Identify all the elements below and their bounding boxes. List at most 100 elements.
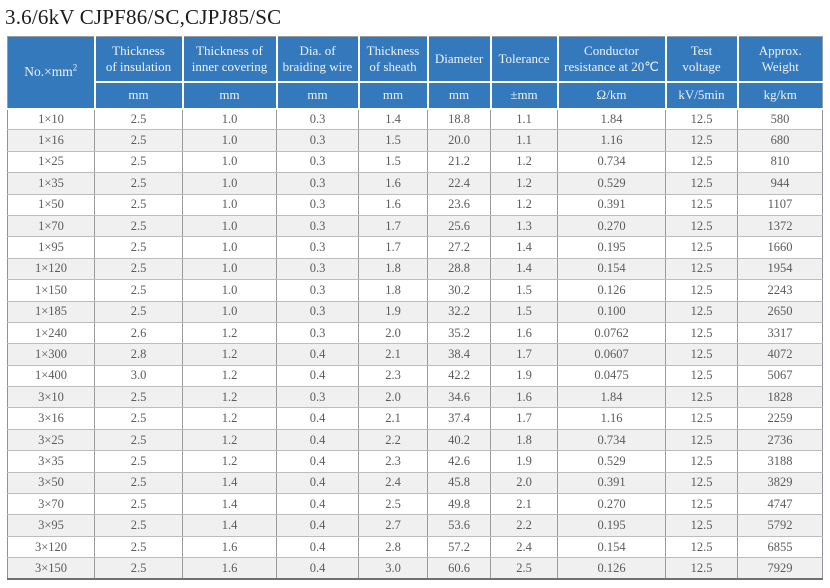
col-header-diameter: Diameter	[426, 36, 492, 83]
cell-diameter: 28.8	[427, 257, 491, 281]
cell-braiding: 0.3	[276, 257, 359, 281]
cell-size: 3×35	[7, 450, 95, 473]
cell-insulation: 2.5	[94, 300, 183, 323]
unit-insulation: mm	[93, 80, 184, 110]
cell-insulation: 2.5	[94, 257, 183, 281]
cell-braiding: 0.4	[276, 407, 359, 430]
cell-braiding: 0.4	[276, 343, 359, 366]
header-label-row: No.×mm2 Thickness of insulation Thicknes…	[7, 36, 823, 110]
cell-sheath: 2.0	[358, 321, 428, 345]
col-header-sheath: Thickness of sheath	[357, 36, 429, 83]
cell-sheath: 1.6	[358, 193, 428, 216]
cell-voltage: 12.5	[665, 150, 738, 174]
cell-tolerance: 1.2	[490, 193, 558, 216]
cell-braiding: 0.3	[276, 193, 359, 216]
cell-tolerance: 1.7	[490, 407, 558, 430]
cell-voltage: 12.5	[665, 343, 738, 366]
cell-insulation: 2.5	[94, 514, 183, 537]
cell-inner: 1.0	[182, 236, 277, 259]
cell-size: 3×10	[7, 386, 95, 409]
cell-insulation: 2.5	[94, 172, 183, 195]
cell-inner: 1.0	[182, 129, 277, 152]
cell-sheath: 2.1	[358, 343, 428, 366]
cell-tolerance: 1.5	[490, 279, 558, 302]
cell-inner: 1.0	[182, 150, 277, 174]
cell-resistance: 0.126	[557, 557, 666, 580]
cell-sheath: 2.3	[358, 364, 428, 388]
unit-sheath: mm	[357, 80, 429, 110]
cell-size: 3×16	[7, 407, 95, 430]
cell-size: 1×185	[7, 300, 95, 323]
size-superscript: 2	[72, 62, 78, 73]
cell-diameter: 38.4	[427, 343, 491, 366]
cell-resistance: 0.529	[557, 172, 666, 195]
size-label: No.×mm	[24, 64, 73, 80]
cell-tolerance: 1.6	[490, 321, 558, 345]
cell-tolerance: 1.7	[490, 343, 558, 366]
col-header-inner-covering: Thickness of inner covering	[181, 36, 278, 83]
cable-spec-table: No.×mm2 Thickness of insulation Thicknes…	[7, 36, 823, 581]
cell-sheath: 2.0	[358, 386, 428, 409]
table-row: 3×25 2.5 1.2 0.4 2.2 40.2 1.8 0.734 12.5 2736	[7, 428, 823, 452]
cell-insulation: 2.5	[94, 535, 183, 559]
cell-weight: 680	[737, 129, 823, 152]
cell-weight: 7929	[737, 557, 823, 580]
cell-inner: 1.0	[182, 279, 277, 302]
cell-resistance: 0.734	[557, 428, 666, 452]
table-row: 3×10 2.5 1.2 0.3 2.0 34.6 1.6 1.84 12.5 1828	[7, 386, 823, 409]
table-row: 3×120 2.5 1.6 0.4 2.8 57.2 2.4 0.154 12.5 6855	[7, 535, 823, 559]
cell-voltage: 12.5	[665, 535, 738, 559]
cell-weight: 1828	[737, 386, 823, 409]
cell-weight: 580	[737, 107, 823, 131]
cell-voltage: 12.5	[665, 493, 738, 516]
table-row: 1×95 2.5 1.0 0.3 1.7 27.2 1.4 0.195 12.5 1660	[7, 236, 823, 259]
cell-inner: 1.0	[182, 300, 277, 323]
unit-braiding-wire: mm	[275, 80, 360, 110]
table-row: 1×300 2.8 1.2 0.4 2.1 38.4 1.7 0.0607 12.5 4072	[7, 343, 823, 366]
col-header-braiding-wire: Dia. of braiding wire	[275, 36, 360, 83]
cell-diameter: 37.4	[427, 407, 491, 430]
cell-braiding: 0.4	[276, 364, 359, 388]
cell-sheath: 1.9	[358, 300, 428, 323]
cell-resistance: 0.734	[557, 150, 666, 174]
cell-weight: 2736	[737, 428, 823, 452]
cell-voltage: 12.5	[665, 428, 738, 452]
table-row: 3×70 2.5 1.4 0.4 2.5 49.8 2.1 0.270 12.5 4747	[7, 493, 823, 516]
cell-size: 1×300	[7, 343, 95, 366]
cell-weight: 1107	[737, 193, 823, 216]
cell-resistance: 0.270	[557, 214, 666, 238]
cell-voltage: 12.5	[665, 193, 738, 216]
cell-inner: 1.2	[182, 428, 277, 452]
cell-weight: 5067	[737, 364, 823, 388]
cell-inner: 1.2	[182, 386, 277, 409]
table-row: 1×150 2.5 1.0 0.3 1.8 30.2 1.5 0.126 12.5 2243	[7, 279, 823, 302]
cell-insulation: 2.5	[94, 386, 183, 409]
cell-voltage: 12.5	[665, 557, 738, 580]
table-header: No.×mm2 Thickness of insulation Thicknes…	[7, 36, 823, 110]
cell-sheath: 2.8	[358, 535, 428, 559]
table-row: 1×185 2.5 1.0 0.3 1.9 32.2 1.5 0.100 12.5 2650	[7, 300, 823, 323]
col-header-tolerance: Tolerance	[489, 36, 559, 83]
cell-voltage: 12.5	[665, 364, 738, 388]
cell-sheath: 1.8	[358, 257, 428, 281]
table-row: 1×10 2.5 1.0 0.3 1.4 18.8 1.1 1.84 12.5 580	[7, 107, 823, 131]
cell-inner: 1.2	[182, 407, 277, 430]
col-header-insulation: Thickness of insulation	[93, 36, 184, 83]
cell-insulation: 2.5	[94, 129, 183, 152]
cell-voltage: 12.5	[665, 107, 738, 131]
cell-inner: 1.2	[182, 450, 277, 473]
cell-voltage: 12.5	[665, 257, 738, 281]
cell-size: 3×95	[7, 514, 95, 537]
cell-sheath: 3.0	[358, 557, 428, 580]
cell-diameter: 21.2	[427, 150, 491, 174]
cell-size: 1×150	[7, 279, 95, 302]
cell-braiding: 0.4	[276, 493, 359, 516]
cell-diameter: 32.2	[427, 300, 491, 323]
cell-insulation: 2.5	[94, 150, 183, 174]
cell-voltage: 12.5	[665, 450, 738, 473]
cell-diameter: 42.2	[427, 364, 491, 388]
cell-sheath: 1.4	[358, 107, 428, 131]
cell-sheath: 1.5	[358, 129, 428, 152]
unit-resistance: Ω/km	[556, 80, 667, 110]
cell-weight: 5792	[737, 514, 823, 537]
